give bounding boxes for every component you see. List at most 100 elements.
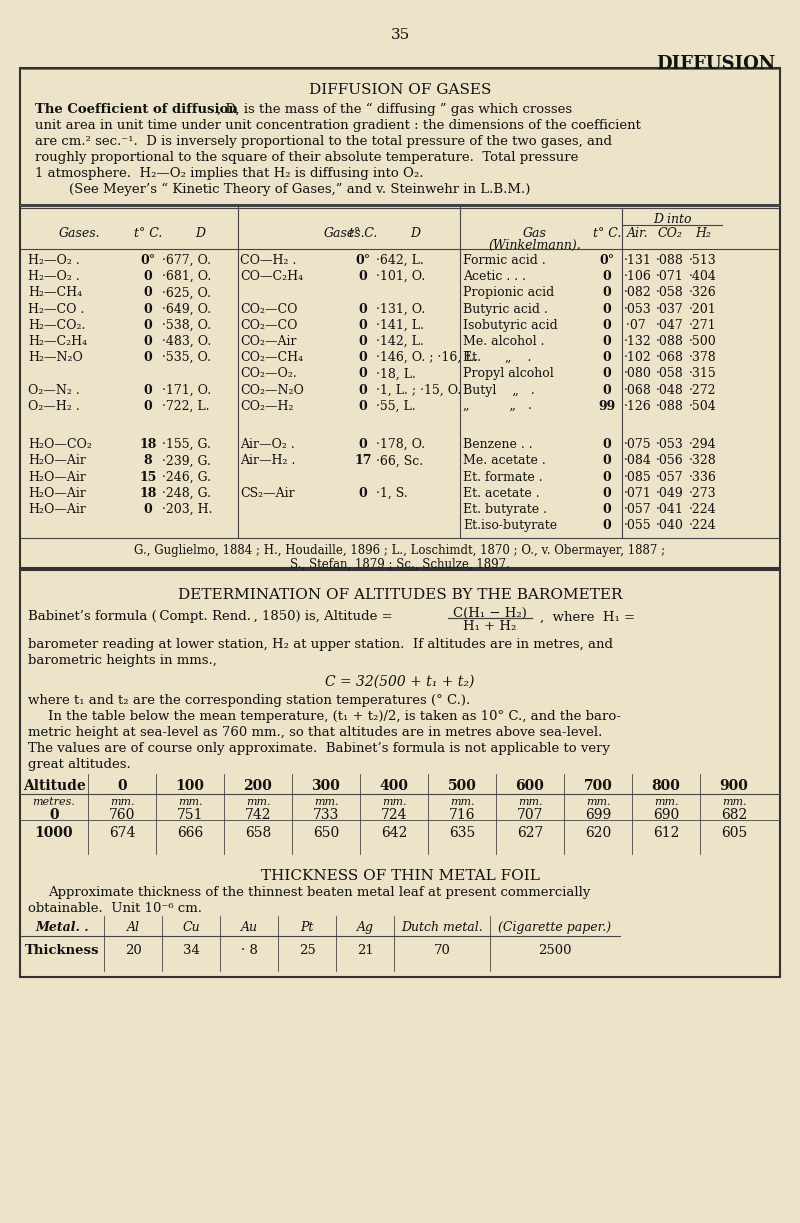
Text: ·18, L.: ·18, L. [376, 367, 416, 380]
Text: great altitudes.: great altitudes. [28, 758, 130, 772]
Text: CO₂—CO: CO₂—CO [240, 302, 298, 316]
Text: ·058: ·058 [656, 286, 684, 300]
Text: 0: 0 [358, 270, 367, 284]
Text: ·088: ·088 [656, 254, 684, 267]
Text: ·642, L.: ·642, L. [376, 254, 424, 267]
Text: ·053: ·053 [656, 438, 684, 451]
Text: ·084: ·084 [624, 455, 652, 467]
Text: 0: 0 [358, 319, 367, 331]
Text: THICKNESS OF THIN METAL FOIL: THICKNESS OF THIN METAL FOIL [261, 870, 539, 883]
Text: where t₁ and t₂ are the corresponding station temperatures (° C.).: where t₁ and t₂ are the corresponding st… [28, 695, 470, 707]
Text: barometric heights in mms.,: barometric heights in mms., [28, 654, 217, 668]
Text: ·535, O.: ·535, O. [162, 351, 211, 364]
Text: Altitude: Altitude [22, 779, 86, 794]
Text: Au: Au [241, 921, 258, 934]
Bar [20, 916, 620, 971]
Text: ·55, L.: ·55, L. [376, 400, 416, 413]
Text: obtainable.  Unit 10⁻⁶ cm.: obtainable. Unit 10⁻⁶ cm. [28, 903, 202, 915]
Text: t° C.: t° C. [593, 227, 621, 240]
Text: 658: 658 [245, 827, 271, 840]
Text: C(H₁ − H₂): C(H₁ − H₂) [453, 608, 527, 620]
Text: 605: 605 [721, 827, 747, 840]
Text: ·1, L. ; ·15, O.: ·1, L. ; ·15, O. [376, 384, 462, 396]
Text: mm.: mm. [518, 797, 542, 807]
Text: ·037: ·037 [656, 302, 684, 316]
Text: 21: 21 [357, 944, 374, 958]
Text: ·049: ·049 [656, 487, 684, 500]
Text: 0: 0 [144, 400, 152, 413]
Text: ·142, L.: ·142, L. [376, 335, 424, 349]
Text: ·058: ·058 [656, 367, 684, 380]
Text: (Winkelmann).: (Winkelmann). [489, 238, 582, 252]
Text: 0: 0 [144, 335, 152, 349]
Text: (Cigarette paper.): (Cigarette paper.) [498, 921, 611, 934]
Text: 0: 0 [602, 471, 611, 483]
Text: 733: 733 [313, 808, 339, 822]
Text: 650: 650 [313, 827, 339, 840]
Text: ·625, O.: ·625, O. [162, 286, 211, 300]
Text: CO—H₂ .: CO—H₂ . [240, 254, 296, 267]
Text: 800: 800 [651, 779, 681, 794]
Text: CO₂—CO: CO₂—CO [240, 319, 298, 331]
Text: CO₂—H₂: CO₂—H₂ [240, 400, 294, 413]
Text: H₂—CH₄: H₂—CH₄ [28, 286, 82, 300]
Text: ·203, H.: ·203, H. [162, 503, 213, 516]
Text: Me. acetate .: Me. acetate . [463, 455, 546, 467]
Text: Al: Al [126, 921, 139, 934]
Text: barometer reading at lower station, H₂ at upper station.  If altitudes are in me: barometer reading at lower station, H₂ a… [28, 638, 613, 652]
Text: 635: 635 [449, 827, 475, 840]
Text: O₂—N₂ .: O₂—N₂ . [28, 384, 80, 396]
Text: 0: 0 [144, 384, 152, 396]
Text: ·504: ·504 [689, 400, 717, 413]
Text: 300: 300 [311, 779, 341, 794]
Text: ·102: ·102 [624, 351, 652, 364]
Text: ·681, O.: ·681, O. [162, 270, 211, 284]
Text: ·057: ·057 [624, 503, 652, 516]
Text: 0: 0 [358, 384, 367, 396]
Text: G., Guglielmo, 1884 ; H., Houdaille, 1896 ; L., Loschimdt, 1870 ; O., v. Obermay: G., Guglielmo, 1884 ; H., Houdaille, 189… [134, 544, 666, 558]
Text: 0: 0 [602, 503, 611, 516]
Text: ·075: ·075 [624, 438, 652, 451]
Text: ·047: ·047 [656, 319, 684, 331]
Text: O₂—H₂ .: O₂—H₂ . [28, 400, 80, 413]
Text: ·146, O. ; ·16, L.: ·146, O. ; ·16, L. [376, 351, 478, 364]
Text: CS₂—Air: CS₂—Air [240, 487, 294, 500]
Text: 0: 0 [602, 520, 611, 532]
Text: CO₂—N₂O: CO₂—N₂O [240, 384, 304, 396]
Text: , D, is the mass of the “ diffusing ” gas which crosses: , D, is the mass of the “ diffusing ” ga… [217, 103, 572, 116]
Text: S., Stefan, 1879 ; Sc., Schulze, 1897.: S., Stefan, 1879 ; Sc., Schulze, 1897. [290, 558, 510, 570]
Bar [20, 68, 780, 569]
Text: 600: 600 [515, 779, 545, 794]
Text: Et.iso-butyrate: Et.iso-butyrate [463, 520, 557, 532]
Text: C = 32(500 + t₁ + t₂): C = 32(500 + t₁ + t₂) [326, 674, 474, 689]
Text: ·538, O.: ·538, O. [162, 319, 211, 331]
Text: Ag: Ag [357, 921, 374, 934]
Text: The values are of course only approximate.  Babinet’s formula is not applicable : The values are of course only approximat… [28, 742, 610, 756]
Text: Propionic acid: Propionic acid [463, 286, 554, 300]
Text: ·131: ·131 [624, 254, 652, 267]
Text: 35: 35 [390, 28, 410, 42]
Text: 0: 0 [602, 438, 611, 451]
Text: 1 atmosphere.  H₂—O₂ implies that H₂ is diffusing into O₂.: 1 atmosphere. H₂—O₂ implies that H₂ is d… [35, 168, 423, 180]
Text: 0: 0 [144, 270, 152, 284]
Text: Cu: Cu [182, 921, 200, 934]
Text: ·053: ·053 [624, 302, 652, 316]
Text: 620: 620 [585, 827, 611, 840]
Text: ·336: ·336 [689, 471, 717, 483]
Text: 0: 0 [358, 367, 367, 380]
Text: ·513: ·513 [689, 254, 717, 267]
Text: 699: 699 [585, 808, 611, 822]
Text: ·171, O.: ·171, O. [162, 384, 211, 396]
Text: H₂—O₂ .: H₂—O₂ . [28, 254, 80, 267]
Text: H₂O—Air: H₂O—Air [28, 503, 86, 516]
Text: Air—H₂ .: Air—H₂ . [240, 455, 295, 467]
Text: 690: 690 [653, 808, 679, 822]
Text: 17: 17 [354, 455, 372, 467]
Text: 0: 0 [602, 455, 611, 467]
Text: Gases.: Gases. [324, 227, 366, 240]
Text: 25: 25 [298, 944, 315, 958]
Text: Thickness: Thickness [25, 944, 99, 958]
Text: 2500: 2500 [538, 944, 572, 958]
Text: 0: 0 [358, 487, 367, 500]
Bar [20, 774, 780, 855]
